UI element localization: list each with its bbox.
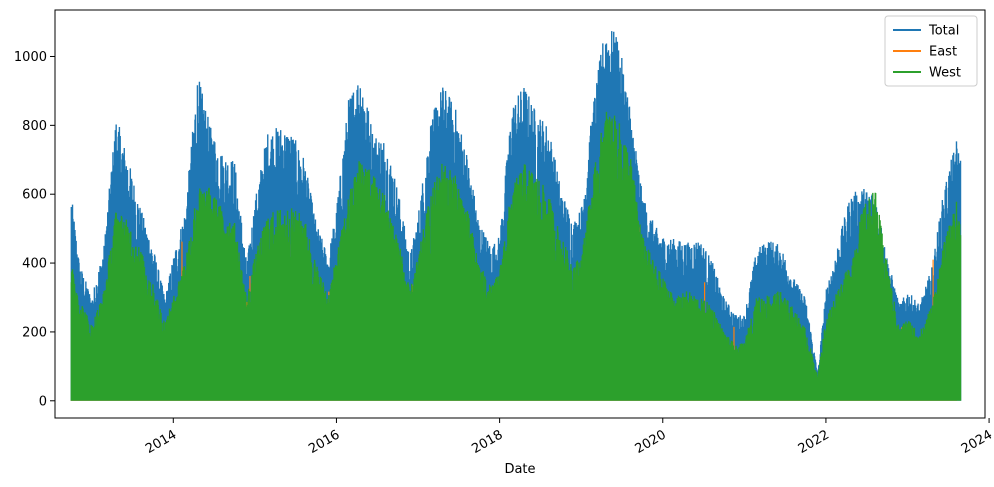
y-tick-label-200: 200 (22, 325, 47, 340)
y-tick-label-0: 0 (39, 394, 47, 409)
series-layer (70, 31, 962, 401)
legend: Total East West (884, 15, 978, 87)
series-west-line (70, 111, 962, 401)
legend-label-east: East (929, 45, 957, 60)
y-tick-label-400: 400 (22, 257, 47, 272)
y-tick-label-1000: 1000 (14, 50, 47, 65)
plot-frame (54, 9, 986, 419)
legend-box (884, 15, 978, 87)
y-tick-label-800: 800 (22, 119, 47, 134)
legend-label-west: West (929, 66, 961, 81)
y-axis: 0 200 400 600 800 1000 (14, 50, 55, 409)
x-axis-label: Date (504, 462, 535, 477)
legend-label-total: Total (928, 24, 959, 39)
y-tick-label-600: 600 (22, 188, 47, 203)
